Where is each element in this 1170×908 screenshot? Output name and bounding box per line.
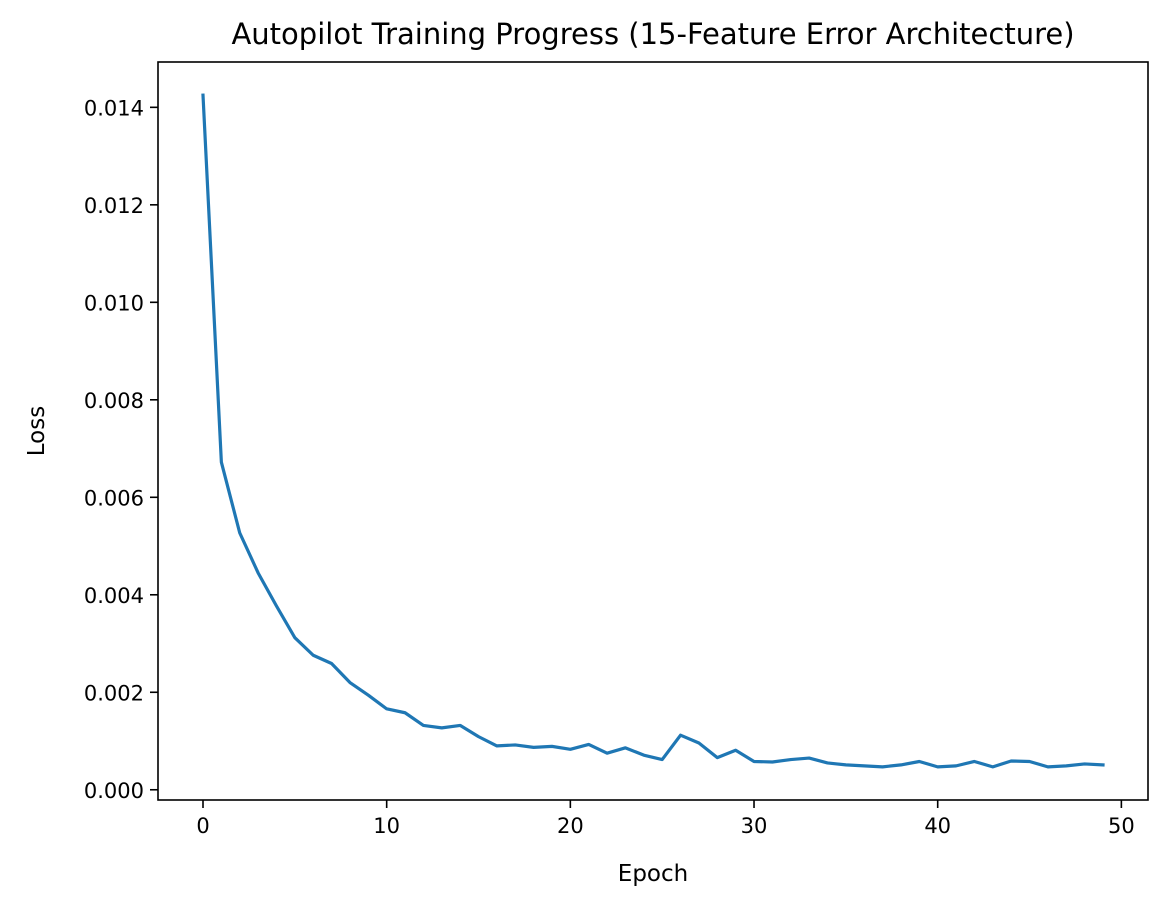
x-tick-label: 30 [741,814,768,838]
y-tick-label: 0.002 [84,681,144,705]
y-tick-label: 0.006 [84,486,144,510]
x-tick-label: 20 [557,814,584,838]
y-axis-label: Loss [24,406,50,456]
axes-frame [157,61,1149,801]
y-tick-label: 0.004 [84,584,144,608]
x-tick-label: 40 [924,814,951,838]
x-axis-label: Epoch [618,861,688,887]
y-tick-label: 0.010 [84,291,144,315]
plot-area [201,93,1105,769]
x-tick-label: 10 [373,814,400,838]
x-tick-label: 0 [196,814,209,838]
y-tick-label: 0.000 [84,779,144,803]
y-tick-label: 0.012 [84,194,144,218]
loss-series-line [201,93,1105,769]
y-tick-label: 0.008 [84,389,144,413]
chart-title: Autopilot Training Progress (15-Feature … [231,17,1074,51]
x-tick-label: 50 [1108,814,1135,838]
y-tick-label: 0.014 [84,96,144,120]
axis-ticks: 0 10 20 30 40 50 0.000 0.002 0.004 0.006 0.008 0.01… [84,96,1135,838]
